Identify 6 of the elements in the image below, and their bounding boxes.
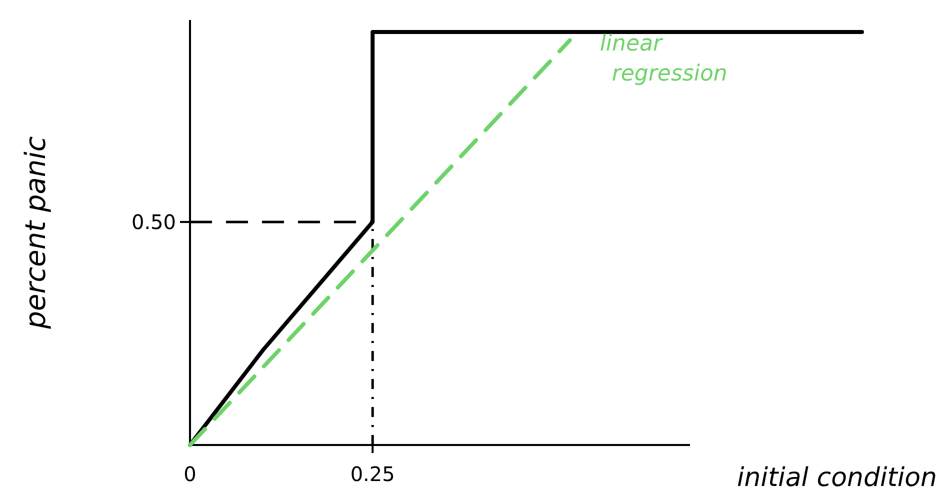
text: 0.50 [131, 210, 176, 234]
x-axis-title: initial condition [737, 463, 937, 493]
y-axis-title: percent panic [19, 136, 52, 330]
x-tick-label: 0 [184, 462, 196, 486]
x-tick-label: 0.25 [350, 462, 395, 486]
series-label: linear regression [600, 31, 728, 86]
